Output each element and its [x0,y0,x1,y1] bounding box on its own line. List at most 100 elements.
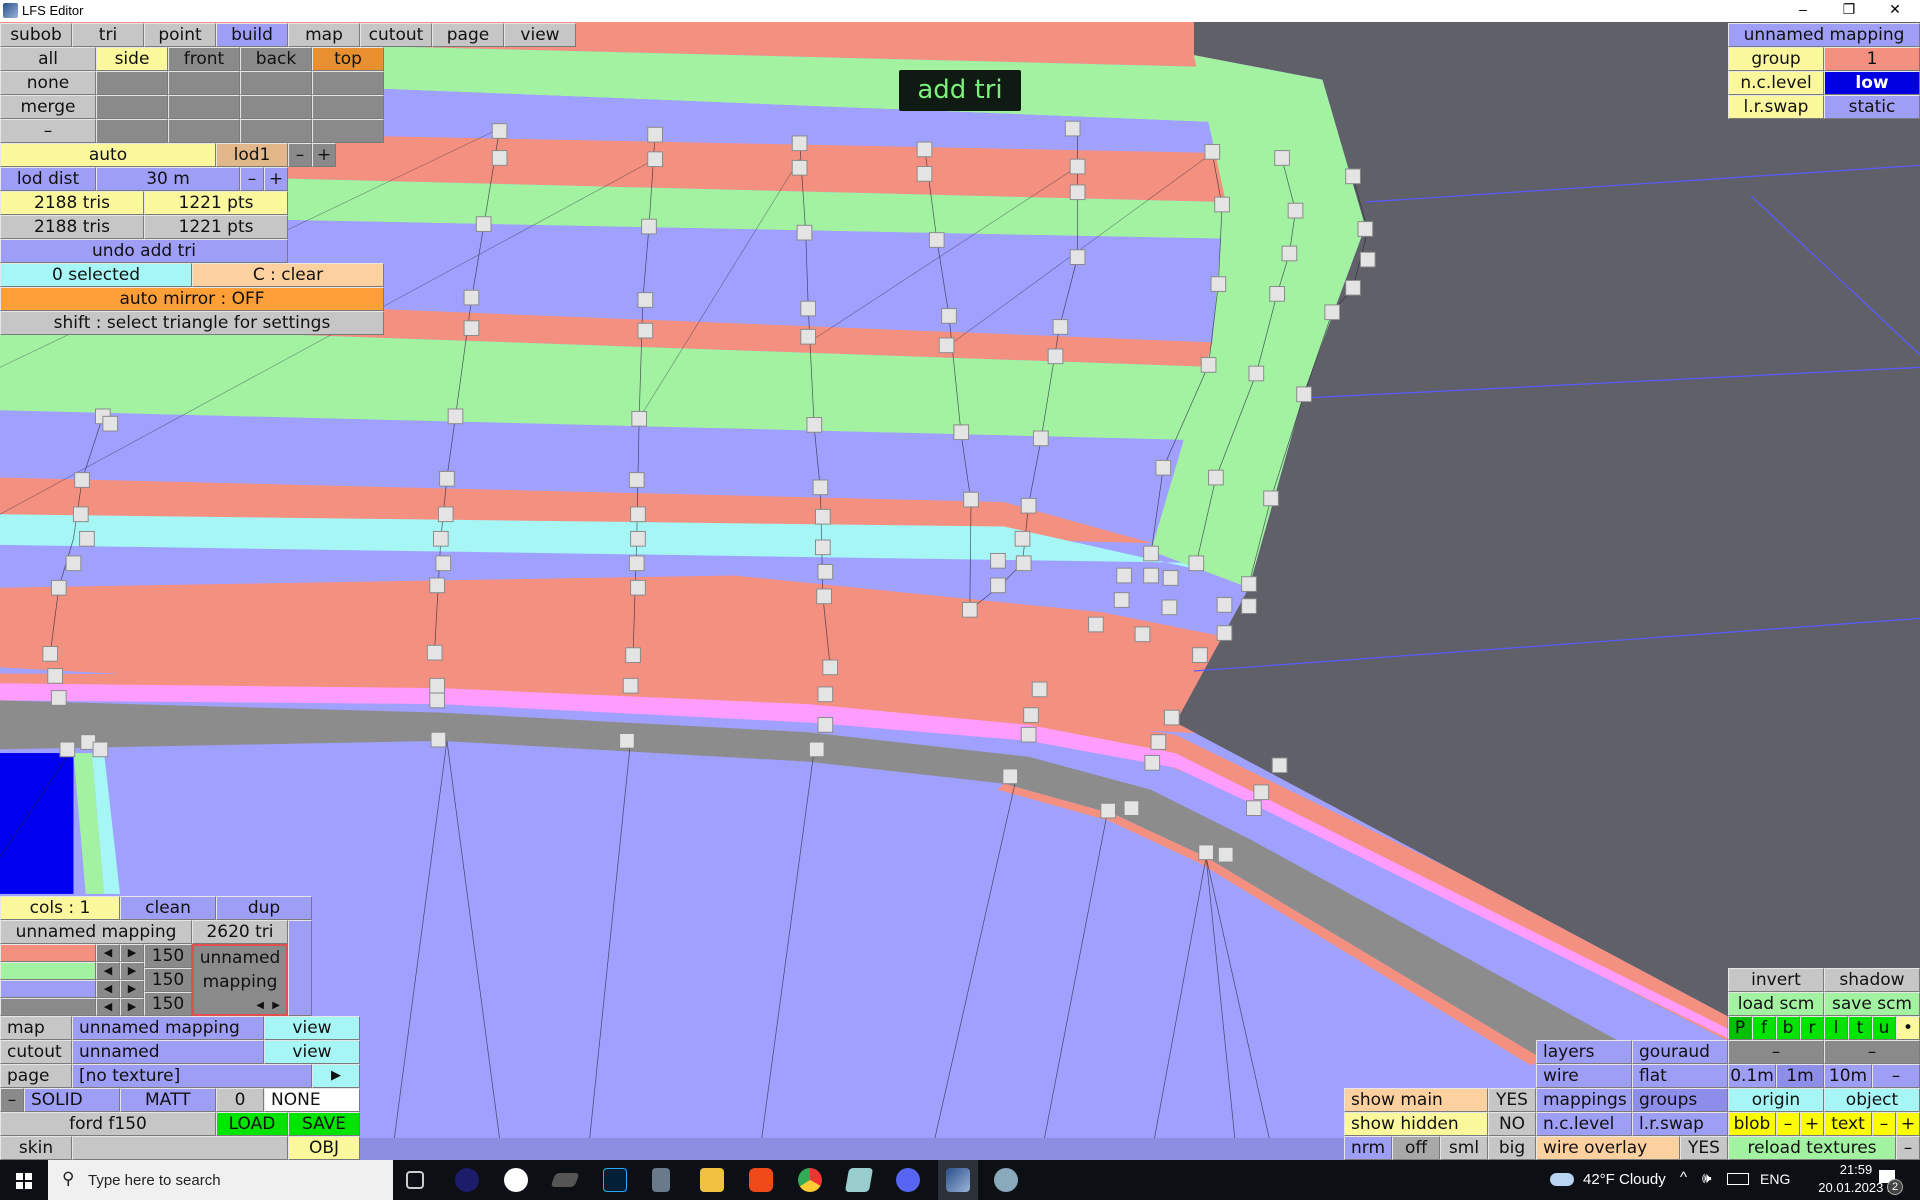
color-value-2[interactable]: 150 [144,968,192,992]
mapping-scrollbar[interactable] [288,920,312,1016]
vertex-handle[interactable] [990,552,1006,569]
language-indicator[interactable]: ENG [1760,1171,1791,1187]
vertex-handle[interactable] [491,123,508,139]
vertex-handle[interactable] [79,530,95,547]
vertex-handle[interactable] [1088,616,1104,633]
cutout-view-button[interactable]: view [264,1040,360,1064]
tab-subob[interactable]: subob [0,23,72,47]
size-off[interactable]: off [1392,1136,1440,1160]
shadow-button[interactable]: shadow [1824,968,1920,992]
wire-button[interactable]: wire [1536,1064,1632,1088]
photoshop-icon[interactable] [603,1168,627,1192]
vertex-handle[interactable] [1164,709,1180,726]
volume-icon[interactable]: 🕪 [1702,1170,1712,1187]
lod-dist-increase[interactable]: + [264,167,288,191]
file-explorer-icon[interactable] [700,1168,724,1192]
view-front-button[interactable]: front [168,47,240,71]
tab-build[interactable]: build [216,23,288,47]
matt-button[interactable]: MATT [120,1088,216,1112]
vertex-handle[interactable] [447,408,464,425]
dash-button[interactable]: – [0,119,96,143]
green-left-arrow[interactable]: ◀ [96,962,120,980]
minimize-button[interactable]: – [1799,1,1807,17]
object-button[interactable]: object [1824,1088,1920,1112]
red-left-arrow[interactable]: ◀ [96,944,120,962]
vertex-handle[interactable] [622,677,639,694]
lr-swap-value[interactable]: static [1824,95,1920,119]
view-p-button[interactable]: P [1728,1016,1752,1040]
app-icon-1[interactable] [455,1168,479,1192]
close-button[interactable]: ✕ [1889,1,1901,17]
vertex-handle[interactable] [1345,279,1361,296]
vertex-handle[interactable] [1246,800,1262,817]
vertex-handle[interactable] [953,424,970,441]
vertex-handle[interactable] [816,588,832,605]
origin-button[interactable]: origin [1728,1088,1824,1112]
groups-button[interactable]: groups [1632,1088,1728,1112]
nc-level-value[interactable]: low [1824,71,1920,95]
color-swatch-green[interactable] [0,962,96,980]
reload-dash-button[interactable]: – [1896,1136,1920,1160]
vertex-handle[interactable] [1274,150,1290,166]
vertex-handle[interactable] [1143,545,1159,562]
vertex-handle[interactable] [439,470,455,487]
file-name[interactable]: ford f150 [0,1112,216,1136]
gray-left-arrow[interactable]: ◀ [96,998,120,1016]
flat-button[interactable]: flat [1632,1064,1728,1088]
text-increase[interactable]: + [1896,1112,1920,1136]
vertex-handle[interactable] [990,577,1006,594]
color-value-3[interactable]: 150 [144,992,192,1016]
vertex-handle[interactable] [59,741,76,758]
vertex-handle[interactable] [429,677,445,694]
calculator-icon[interactable] [652,1168,670,1192]
view-l-button[interactable]: l [1824,1016,1848,1040]
vertex-handle[interactable] [1134,626,1151,643]
vertex-handle[interactable] [800,328,817,345]
text-decrease[interactable]: – [1872,1112,1896,1136]
lod-decrease-button[interactable]: – [288,143,312,167]
tab-view[interactable]: view [504,23,576,47]
page-next-button[interactable]: ▶ [312,1064,360,1088]
group-value[interactable]: 1 [1824,47,1920,71]
blob-decrease[interactable]: – [1776,1112,1800,1136]
auto-mirror-toggle[interactable]: auto mirror : OFF [0,287,384,311]
taskbar-search-input[interactable]: ⚲ Type here to search [48,1160,393,1200]
vertex-handle[interactable] [1287,202,1304,219]
windows-start-icon[interactable] [16,1173,32,1189]
dash-button-1[interactable]: – [1728,1040,1824,1064]
view-b-button[interactable]: b [1776,1016,1800,1040]
app-icon-notes[interactable] [844,1168,874,1192]
vertex-handle[interactable] [800,300,817,317]
mappings-button[interactable]: mappings [1536,1088,1632,1112]
blue-right-arrow[interactable]: ▶ [120,980,144,998]
weather-text[interactable]: 42°F Cloudy [1583,1171,1666,1188]
vertex-handle[interactable] [812,479,829,496]
vertex-handle[interactable] [1188,555,1205,572]
vertex-handle[interactable] [630,506,646,523]
vertex-handle[interactable] [1150,734,1167,750]
view-top-button[interactable]: top [312,47,384,71]
tab-page[interactable]: page [432,23,504,47]
vertex-handle[interactable] [65,555,82,572]
vertex-handle[interactable] [1216,597,1233,613]
blue-left-arrow[interactable]: ◀ [96,980,120,998]
none-button[interactable]: NONE [264,1088,360,1112]
vertex-handle[interactable] [1192,647,1208,663]
dash-button-2[interactable]: – [1824,1040,1920,1064]
vertex-handle[interactable] [1020,497,1037,514]
vertex-handle[interactable] [1248,365,1265,382]
maximize-button[interactable]: ❐ [1842,1,1856,17]
vertex-handle[interactable] [1014,530,1031,547]
vertex-handle[interactable] [1047,348,1064,365]
vertex-handle[interactable] [628,472,645,488]
vertex-handles[interactable] [42,120,1376,863]
vertex-handle[interactable] [102,415,119,432]
vertex-handle[interactable] [1031,681,1048,698]
vertex-handle[interactable] [619,732,635,749]
tab-map[interactable]: map [288,23,360,47]
vertex-handle[interactable] [1269,286,1285,302]
vertex-handle[interactable] [1216,625,1233,641]
vertex-handle[interactable] [1144,755,1161,771]
view-u-button[interactable]: u [1872,1016,1896,1040]
vertex-handle[interactable] [475,216,492,232]
